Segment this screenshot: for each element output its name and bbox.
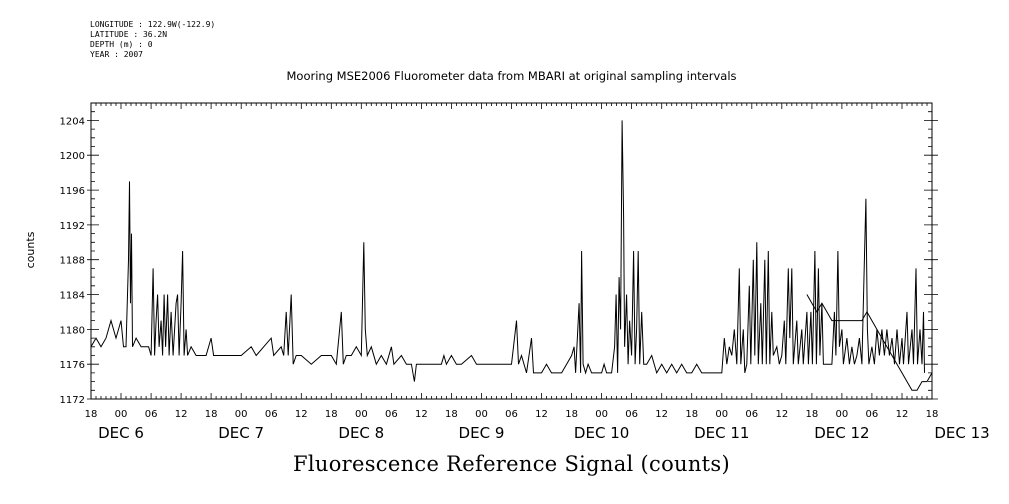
x-tick-label: 18 bbox=[565, 409, 578, 420]
y-tick-label: 1196 bbox=[60, 186, 85, 197]
x-day-label: DEC 6 bbox=[98, 424, 144, 442]
x-tick-label: 06 bbox=[385, 409, 398, 420]
y-tick-label: 1180 bbox=[60, 325, 85, 336]
x-tick-label: 06 bbox=[265, 409, 278, 420]
y-tick-label: 1188 bbox=[60, 256, 85, 267]
x-tick-label: 18 bbox=[926, 409, 939, 420]
x-tick-label: 18 bbox=[85, 409, 98, 420]
x-tick-label: 06 bbox=[145, 409, 158, 420]
meta-longitude: LONGITUDE : 122.9W(-122.9) bbox=[90, 20, 216, 29]
meta-latitude: LATITUDE : 36.2N bbox=[90, 30, 168, 39]
x-tick-label: 12 bbox=[535, 409, 548, 420]
x-tick-label: 12 bbox=[415, 409, 428, 420]
x-axis-label: Fluorescence Reference Signal (counts) bbox=[292, 452, 730, 476]
x-day-label: DEC 9 bbox=[459, 424, 505, 442]
x-day-label: DEC 12 bbox=[814, 424, 869, 442]
x-tick-label: 18 bbox=[685, 409, 698, 420]
y-tick-label: 1204 bbox=[60, 116, 85, 127]
y-tick-label: 1184 bbox=[60, 291, 85, 302]
x-tick-label: 12 bbox=[896, 409, 909, 420]
y-tick-label: 1176 bbox=[60, 360, 85, 371]
meta-year: YEAR : 2007 bbox=[90, 50, 143, 59]
x-day-label: DEC 13 bbox=[934, 424, 989, 442]
x-tick-label: 12 bbox=[655, 409, 668, 420]
metadata-block: LONGITUDE : 122.9W(-122.9) LATITUDE : 36… bbox=[90, 20, 215, 60]
x-tick-label: 12 bbox=[295, 409, 308, 420]
x-tick-label: 12 bbox=[175, 409, 188, 420]
x-tick-label: 00 bbox=[836, 409, 849, 420]
x-tick-label: 06 bbox=[866, 409, 879, 420]
y-axis-label: counts bbox=[24, 231, 37, 268]
x-axis-ticks bbox=[90, 103, 933, 399]
x-tick-label: 18 bbox=[325, 409, 338, 420]
x-tick-label: 06 bbox=[745, 409, 758, 420]
x-day-label: DEC 10 bbox=[574, 424, 629, 442]
x-day-label: DEC 7 bbox=[218, 424, 264, 442]
y-tick-label: 1172 bbox=[60, 395, 85, 406]
x-tick-label: 18 bbox=[205, 409, 218, 420]
series-line-2 bbox=[806, 294, 933, 391]
y-tick-label: 1200 bbox=[60, 151, 85, 162]
x-tick-label: 18 bbox=[445, 409, 458, 420]
x-tick-label: 12 bbox=[775, 409, 788, 420]
meta-depth: DEPTH (m) : 0 bbox=[90, 40, 153, 49]
x-tick-label: 06 bbox=[505, 409, 518, 420]
x-day-label: DEC 11 bbox=[694, 424, 749, 442]
x-tick-label: 00 bbox=[355, 409, 368, 420]
y-axis-ticks bbox=[87, 102, 938, 400]
x-tick-label: 00 bbox=[715, 409, 728, 420]
plot-frame bbox=[90, 102, 933, 400]
x-tick-label: 18 bbox=[805, 409, 818, 420]
x-tick-label: 00 bbox=[595, 409, 608, 420]
x-tick-label: 00 bbox=[115, 409, 128, 420]
x-day-label: DEC 8 bbox=[338, 424, 384, 442]
x-tick-label: 00 bbox=[235, 409, 248, 420]
series-line-1 bbox=[90, 120, 925, 382]
chart-title: Mooring MSE2006 Fluorometer data from MB… bbox=[286, 69, 737, 83]
x-tick-label: 00 bbox=[475, 409, 488, 420]
y-tick-label: 1192 bbox=[60, 221, 85, 232]
x-tick-label: 06 bbox=[625, 409, 638, 420]
